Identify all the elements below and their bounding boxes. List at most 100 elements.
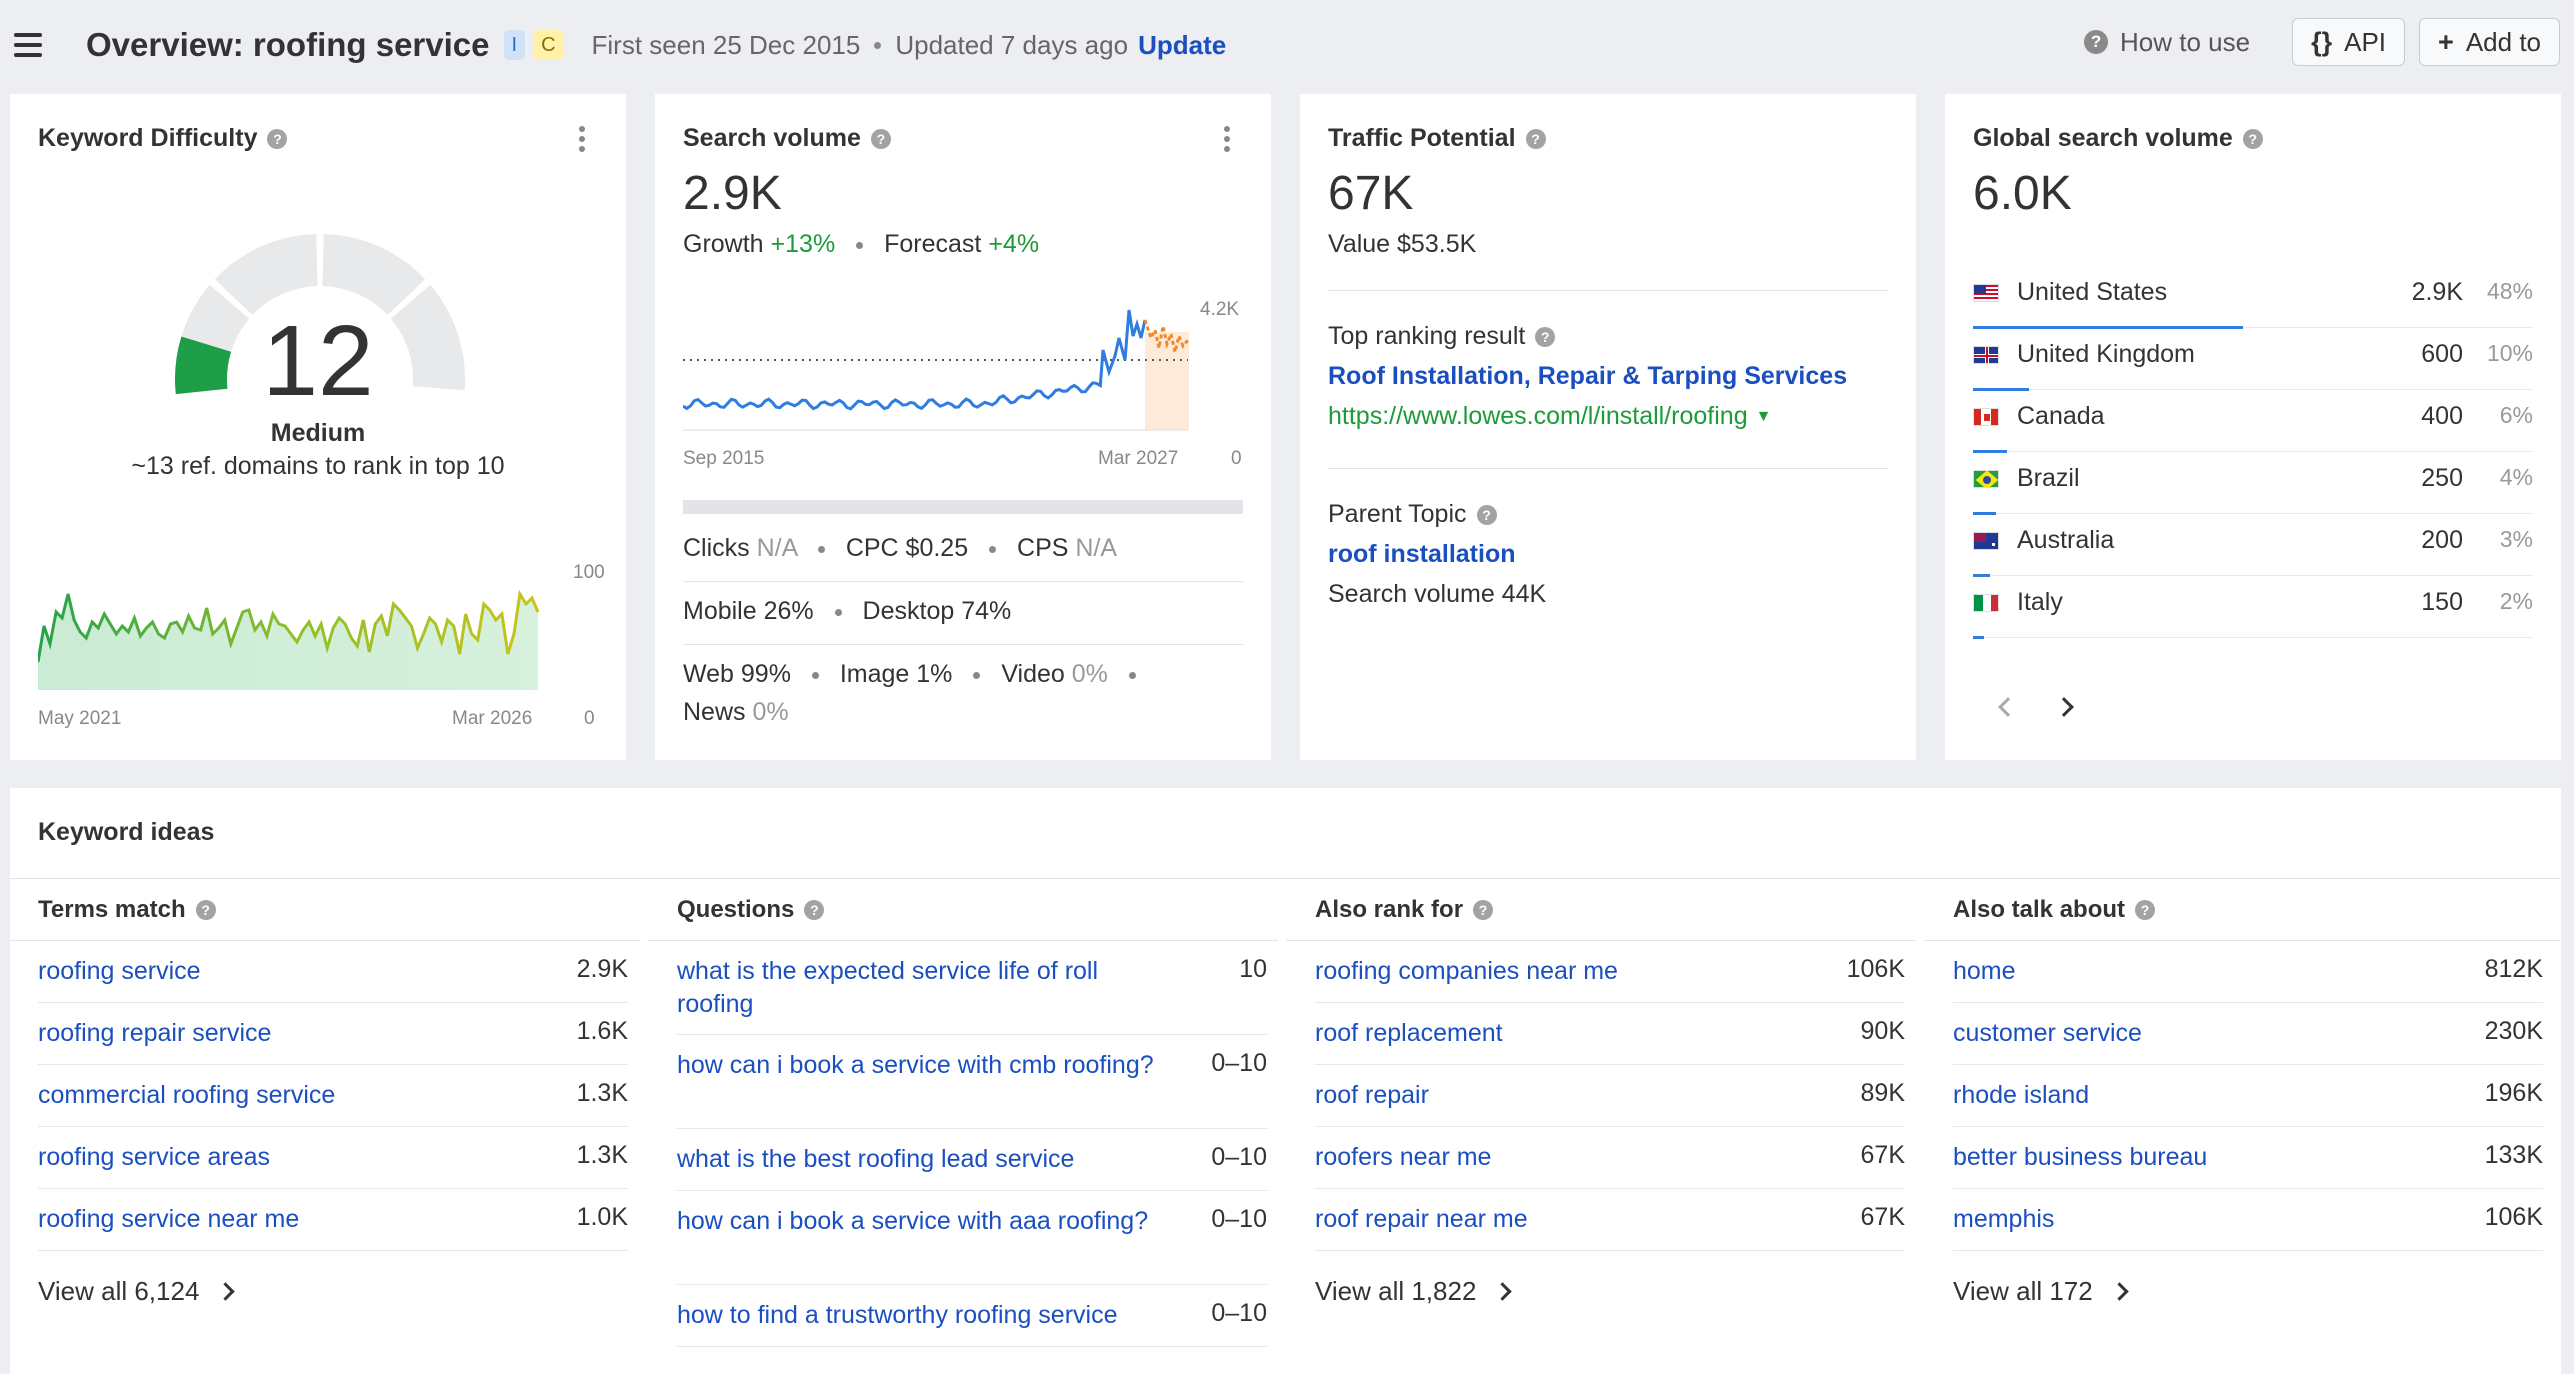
chevron-right-icon[interactable] [1493, 1282, 1513, 1301]
update-link[interactable]: Update [1138, 29, 1227, 60]
keyword-link[interactable]: roof replacement [1315, 1019, 1503, 1047]
keyword-link[interactable]: roofing service areas [38, 1143, 271, 1171]
help-icon[interactable]: ? [267, 128, 288, 149]
search-volume-card: Search volume ? 2.9K Growth +13% Forecas… [655, 94, 1271, 760]
forecast-label: Forecast [884, 230, 982, 258]
sv-news-row: News 0% [683, 698, 789, 727]
also-talk-view-all[interactable]: View all 172 [1953, 1276, 2129, 1307]
caret-down-icon[interactable]: ▼ [1755, 407, 1772, 425]
help-icon[interactable]: ? [2135, 900, 2156, 920]
api-button[interactable]: {} API [2292, 18, 2406, 66]
keyword-link[interactable]: what is the expected service life of rol… [677, 957, 1099, 1018]
keyword-link[interactable]: roofing companies near me [1315, 957, 1618, 985]
keyword-volume: 1.6K [576, 1017, 628, 1045]
keyword-link[interactable]: roofing repair service [38, 1019, 272, 1047]
gsv-value: 6.0K [1973, 167, 2072, 220]
keyword-link[interactable]: how to find a trustworthy roofing servic… [677, 1301, 1118, 1329]
kd-gauge [175, 234, 465, 395]
keyword-row: what is the expected service life of rol… [677, 941, 1267, 1035]
help-icon[interactable]: ? [804, 900, 825, 920]
keyword-row: memphis 106K [1953, 1189, 2543, 1251]
country-row[interactable]: Italy 150 2% [1973, 576, 2533, 639]
keyword-row: roofers near me 67K [1315, 1127, 1905, 1189]
keyword-row: how can i book a service with aaa roofin… [677, 1191, 1267, 1285]
first-seen-text: First seen 25 Dec 2015 [591, 29, 861, 60]
keyword-volume: 2.9K [576, 955, 628, 983]
menu-icon[interactable] [14, 33, 42, 57]
parent-topic-link[interactable]: roof installation [1328, 540, 1516, 568]
help-icon[interactable]: ? [1476, 504, 1497, 525]
keyword-link[interactable]: better business bureau [1953, 1143, 2208, 1171]
country-row[interactable]: Canada 400 6% [1973, 390, 2533, 453]
chevron-right-icon[interactable] [2110, 1282, 2129, 1301]
next-page-icon[interactable] [2054, 697, 2074, 717]
gauge-segment [214, 234, 318, 315]
keyword-link[interactable]: how can i book a service with cmb roofin… [677, 1051, 1154, 1079]
top-result-url-row[interactable]: https://www.lowes.com/l/install/roofing … [1328, 402, 1771, 431]
keyword-volume: 230K [2484, 1017, 2543, 1045]
country-row[interactable]: Australia 200 3% [1973, 514, 2533, 577]
keyword-volume: 133K [2484, 1141, 2543, 1169]
keyword-row: roofing service areas 1.3K [38, 1127, 628, 1189]
help-icon[interactable]: ? [1535, 326, 1556, 347]
keyword-link[interactable]: what is the best roofing lead service [677, 1145, 1075, 1173]
also-rank-header: Also rank for ? [1315, 896, 1494, 924]
how-to-use-label: How to use [2120, 26, 2251, 57]
keyword-link[interactable]: rhode island [1953, 1081, 2090, 1109]
sv-trend-chart [683, 309, 1190, 431]
how-to-use-link[interactable]: ? How to use [2084, 27, 2250, 58]
keyword-link[interactable]: roofing service [38, 957, 201, 985]
help-icon[interactable]: ? [2242, 128, 2263, 149]
top-result-url[interactable]: https://www.lowes.com/l/install/roofing [1328, 402, 1748, 430]
country-volume: 600 [2421, 340, 2463, 368]
keyword-link[interactable]: roof repair near me [1315, 1205, 1528, 1233]
chevron-right-icon[interactable] [216, 1282, 236, 1301]
keyword-volume: 0–10 [1211, 1205, 1267, 1233]
keyword-link[interactable]: roof repair [1315, 1081, 1429, 1109]
top-result-label: Top ranking result [1328, 322, 1526, 350]
country-row[interactable]: United Kingdom 600 10% [1973, 328, 2533, 391]
also-talk-title: Also talk about [1953, 896, 2126, 923]
keyword-link[interactable]: home [1953, 957, 2016, 985]
country-row[interactable]: Brazil 250 4% [1973, 452, 2533, 515]
help-icon[interactable]: ? [1525, 128, 1546, 149]
view-all-label[interactable]: View all 172 [1953, 1276, 2093, 1306]
divider [648, 940, 1278, 941]
kd-title: Keyword Difficulty [38, 124, 258, 152]
separator-dot [1128, 671, 1136, 679]
view-all-label[interactable]: View all 1,822 [1315, 1276, 1477, 1306]
flag-icon [1973, 346, 1999, 364]
keyword-link[interactable]: roofers near me [1315, 1143, 1492, 1171]
more-options-icon[interactable] [1224, 126, 1230, 152]
keyword-link[interactable]: roofing service near me [38, 1205, 300, 1233]
keyword-link[interactable]: memphis [1953, 1205, 2055, 1233]
help-icon[interactable]: ? [870, 128, 891, 149]
view-all-label[interactable]: View all 6,124 [38, 1276, 200, 1306]
keyword-volume: 0–10 [1211, 1049, 1267, 1077]
terms-match-view-all[interactable]: View all 6,124 [38, 1276, 236, 1307]
keyword-difficulty-card: Keyword Difficulty ? 12 Medium ~13 ref. … [10, 94, 626, 760]
country-volume: 150 [2421, 588, 2463, 616]
kd-chart-ymin: 0 [584, 708, 595, 729]
keyword-row: roofing repair service 1.6K [38, 1003, 628, 1065]
keyword-link[interactable]: customer service [1953, 1019, 2142, 1047]
top-result-title-link[interactable]: Roof Installation, Repair & Tarping Serv… [1328, 362, 1848, 390]
help-icon[interactable]: ? [1473, 900, 1494, 920]
country-volume: 400 [2421, 402, 2463, 430]
keyword-row: roof repair near me 67K [1315, 1189, 1905, 1251]
top-bar: Overview: roofing service I C First seen… [0, 0, 2574, 90]
keyword-link[interactable]: commercial roofing service [38, 1081, 336, 1109]
traffic-potential-card: Traffic Potential ? 67K Value $53.5K Top… [1300, 94, 1916, 760]
also-rank-view-all[interactable]: View all 1,822 [1315, 1276, 1513, 1307]
keyword-link[interactable]: how can i book a service with aaa roofin… [677, 1207, 1149, 1235]
help-icon[interactable]: ? [195, 900, 216, 920]
tp-title: Traffic Potential [1328, 124, 1516, 152]
sv-title: Search volume [683, 124, 861, 152]
more-options-icon[interactable] [579, 126, 585, 152]
timeline-scrollbar[interactable] [683, 500, 1243, 514]
country-row[interactable]: United States 2.9K 48% [1973, 266, 2533, 329]
keyword-row: customer service 230K [1953, 1003, 2543, 1065]
add-to-button[interactable]: + Add to [2419, 18, 2560, 66]
question-icon: ? [2084, 30, 2109, 54]
prev-page-icon[interactable] [1998, 697, 2018, 717]
